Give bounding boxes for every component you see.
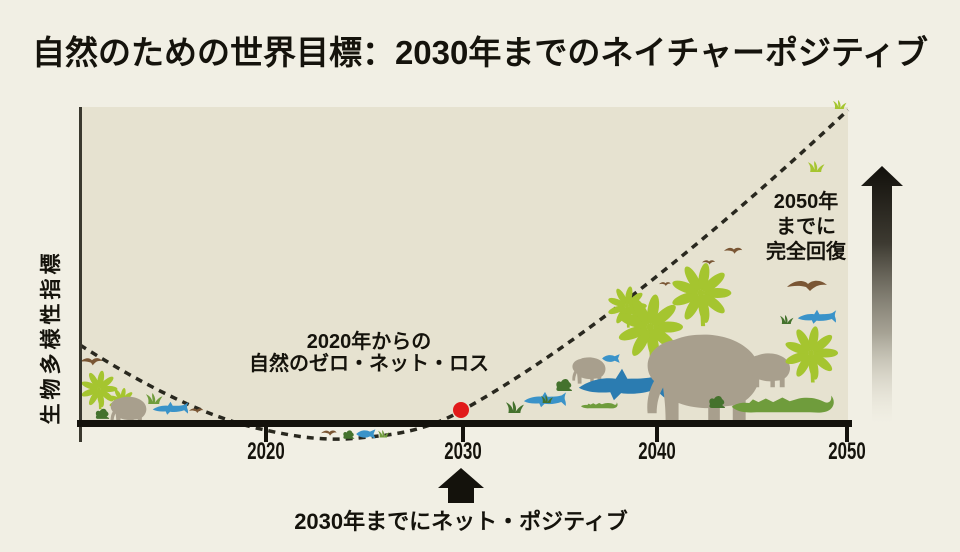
frog-icon: [343, 430, 355, 439]
gradient-up-arrow-icon: [861, 166, 903, 423]
x-tick-label-2020: 2020: [247, 438, 285, 465]
up-arrow-icon: [438, 468, 484, 503]
zero-net-loss-annotation: 2020年からの 自然のゼロ・ネット・ロス: [249, 331, 489, 375]
x-tick-label-2030: 2030: [444, 438, 482, 465]
page-title: 自然のための世界目標：2030年までのネイチャーポジティブ: [31, 34, 929, 71]
biodiversity-trend-dashed-curve: [79, 108, 850, 441]
full-recovery-annotation: 2050年 までに 完全回復: [766, 190, 846, 265]
zero-net-loss-line1: 2020年からの: [306, 331, 432, 353]
full-recovery-line1: 2050年: [773, 191, 839, 213]
zero-net-loss-line2: 自然のゼロ・ネット・ロス: [249, 353, 489, 375]
bird-icon: [321, 430, 337, 436]
x-axis-ticks: [264, 426, 849, 442]
y-axis-label: 生物多様性指標: [40, 249, 63, 425]
x-tick-label-2050: 2050: [828, 438, 866, 465]
full-recovery-line2: までに: [776, 216, 836, 238]
net-positive-point-marker: [453, 402, 469, 418]
net-positive-by-2030-label: 2030年までにネット・ポジティブ: [294, 509, 628, 534]
x-tick-label-2040: 2040: [638, 438, 676, 465]
full-recovery-line3: 完全回復: [766, 241, 846, 263]
